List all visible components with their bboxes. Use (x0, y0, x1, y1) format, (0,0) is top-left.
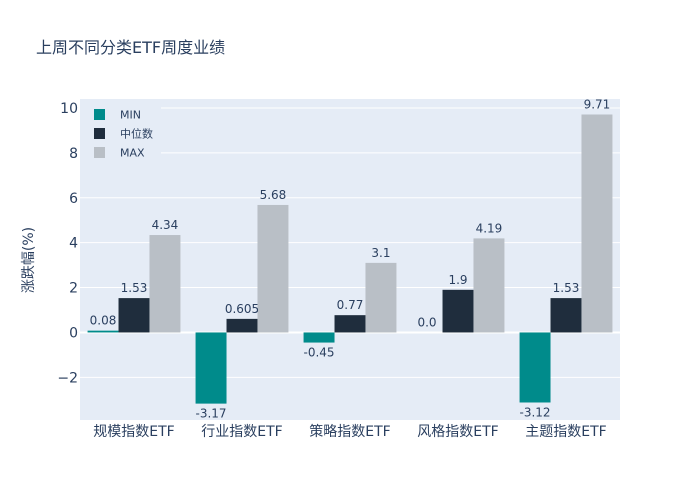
bar-MIN (303, 332, 335, 343)
data-label: 5.68 (260, 188, 287, 202)
x-axis-ticks: 规模指数ETF 行业指数ETF 策略指数ETF 风格指数ETF 主题指数ETF (93, 423, 606, 440)
chart-title: 上周不同分类ETF周度业绩 (36, 38, 226, 57)
data-label: 4.34 (152, 218, 179, 232)
legend-item-MIN[interactable]: MIN (94, 109, 141, 122)
legend-swatch (94, 147, 105, 158)
data-label: -3.17 (196, 407, 227, 421)
y-tick-label: −2 (57, 370, 78, 386)
x-tick-label: 规模指数ETF (93, 424, 174, 440)
x-tick-label: 风格指数ETF (417, 424, 498, 440)
data-label: 4.19 (476, 221, 503, 235)
data-label: 1.53 (121, 281, 148, 295)
bar-MAX (257, 204, 289, 333)
bars (87, 114, 613, 404)
data-label: 0.08 (90, 314, 117, 328)
x-tick-label: 策略指数ETF (309, 423, 390, 440)
legend-swatch (94, 128, 105, 139)
bar-MAX (581, 114, 613, 333)
bar-中位数 (118, 298, 150, 333)
legend-item-中位数[interactable]: 中位数 (94, 127, 153, 141)
data-label: 0.77 (337, 298, 364, 312)
data-label: -3.12 (520, 405, 551, 419)
bar-MIN (87, 330, 119, 333)
y-tick-label: 6 (69, 191, 78, 207)
bar-MIN (519, 332, 551, 403)
y-axis-title: 涨跌幅(%) (21, 227, 37, 293)
data-label: 0.0 (417, 315, 436, 329)
bar-中位数 (442, 289, 474, 333)
y-tick-label: 10 (60, 101, 78, 117)
bar-中位数 (226, 318, 258, 333)
data-label: 9.71 (584, 97, 611, 111)
legend-label: MIN (120, 109, 141, 122)
legend[interactable]: MIN 中位数 MAX (80, 99, 161, 167)
legend-label: MAX (120, 147, 145, 160)
data-label: 1.53 (553, 281, 580, 295)
bar-中位数 (334, 315, 366, 333)
y-tick-label: 4 (69, 236, 78, 252)
y-axis-ticks: −2 0 2 4 6 8 10 (57, 101, 78, 386)
data-labels: 0.08 1.53 4.34 -3.17 0.605 5.68 -0.45 0.77 3.1 0.… (90, 97, 611, 420)
bar-MIN (195, 332, 227, 404)
y-tick-label: 2 (69, 281, 78, 297)
x-tick-label: 主题指数ETF (525, 424, 606, 440)
legend-swatch (94, 109, 105, 120)
data-label: -0.45 (304, 346, 335, 360)
data-label: 1.9 (448, 273, 467, 287)
legend-box (80, 99, 161, 167)
y-tick-label: 0 (69, 325, 78, 341)
legend-item-MAX[interactable]: MAX (94, 147, 145, 160)
bar-MAX (473, 238, 505, 333)
bar-MAX (365, 262, 397, 333)
data-label: 0.605 (225, 302, 259, 316)
legend-label: 中位数 (120, 127, 153, 141)
y-tick-label: 8 (69, 146, 78, 162)
x-tick-label: 行业指数ETF (201, 424, 282, 440)
bar-MAX (149, 235, 181, 333)
data-label: 3.1 (371, 246, 390, 260)
bar-中位数 (550, 298, 582, 333)
